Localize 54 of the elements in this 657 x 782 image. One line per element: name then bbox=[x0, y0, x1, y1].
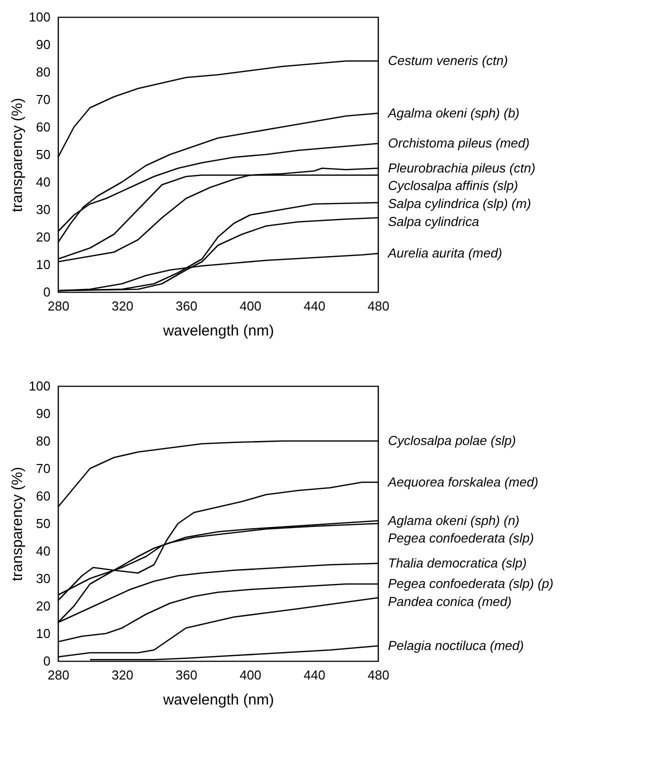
y-axis-title: transparency (%) bbox=[8, 466, 26, 582]
y-tick-label: 20 bbox=[36, 230, 50, 244]
y-tick-label: 40 bbox=[36, 544, 50, 558]
y-tick-label: 70 bbox=[36, 461, 50, 476]
y-axis-title: transparency (%) bbox=[8, 98, 26, 212]
y-tick-label: 100 bbox=[28, 378, 50, 394]
series-label: Cestum veneris (ctn) bbox=[388, 53, 508, 68]
series-label: Thalia democratica (slp) bbox=[388, 555, 527, 570]
x-tick-label: 280 bbox=[48, 668, 70, 682]
y-tick-label: 30 bbox=[36, 202, 50, 217]
y-tick-label: 0 bbox=[43, 654, 50, 668]
x-axis-title: wavelength (nm) bbox=[162, 692, 274, 708]
x-tick-label: 400 bbox=[240, 668, 262, 682]
y-tick-label: 60 bbox=[36, 488, 50, 504]
x-tick-label: 440 bbox=[304, 668, 326, 682]
x-tick-label: 360 bbox=[176, 298, 198, 314]
y-tick-label: 40 bbox=[36, 174, 50, 190]
x-tick-label: 440 bbox=[304, 298, 326, 314]
series-label: Agalma okeni (sph) (b) bbox=[387, 105, 520, 120]
series-label: Pegea confoederata (slp) (p) bbox=[388, 576, 554, 591]
x-tick-label: 320 bbox=[112, 298, 134, 314]
x-tick-label: 320 bbox=[112, 668, 134, 682]
series-label: Pegea confoederata (slp) bbox=[388, 530, 534, 546]
y-tick-label: 10 bbox=[36, 626, 50, 641]
series-label: Aequorea forskalea (med) bbox=[387, 474, 538, 490]
series-label: Cyclosalpa polae (slp) bbox=[388, 433, 516, 448]
y-tick-label: 60 bbox=[36, 120, 50, 134]
y-tick-label: 30 bbox=[36, 571, 50, 586]
y-tick-label: 80 bbox=[36, 64, 50, 80]
y-tick-label: 80 bbox=[36, 434, 50, 448]
series-label: Aglama okeni (sph) (n) bbox=[387, 512, 520, 528]
series-label: Pelagia noctiluca (med) bbox=[388, 638, 524, 653]
x-axis-title: wavelength (nm) bbox=[162, 322, 274, 340]
y-tick-label: 0 bbox=[43, 284, 50, 300]
x-tick-label: 280 bbox=[48, 298, 70, 314]
series-label: Aurelia aurita (med) bbox=[387, 246, 502, 260]
y-tick-label: 10 bbox=[36, 257, 50, 272]
series-label: Pleurobrachia pileus (ctn) bbox=[388, 160, 536, 176]
y-tick-label: 90 bbox=[36, 406, 50, 421]
series-label: Pandea conica (med) bbox=[388, 594, 512, 609]
x-tick-label: 400 bbox=[240, 298, 262, 314]
x-tick-label: 360 bbox=[176, 668, 198, 682]
y-tick-label: 90 bbox=[36, 37, 50, 52]
y-tick-label: 50 bbox=[36, 516, 50, 531]
y-tick-label: 20 bbox=[36, 598, 50, 614]
x-tick-label: 480 bbox=[368, 298, 390, 314]
y-tick-label: 70 bbox=[36, 92, 50, 107]
series-label: Orchistoma pileus (med) bbox=[388, 136, 530, 150]
series-label: Salpa cylindrica (slp) (m) bbox=[388, 196, 532, 211]
x-tick-label: 480 bbox=[368, 668, 390, 682]
y-tick-label: 50 bbox=[36, 147, 50, 162]
series-label: Salpa cylindrica bbox=[388, 214, 480, 229]
series-label: Cyclosalpa affinis (slp) bbox=[388, 178, 518, 194]
y-tick-label: 100 bbox=[28, 10, 50, 24]
